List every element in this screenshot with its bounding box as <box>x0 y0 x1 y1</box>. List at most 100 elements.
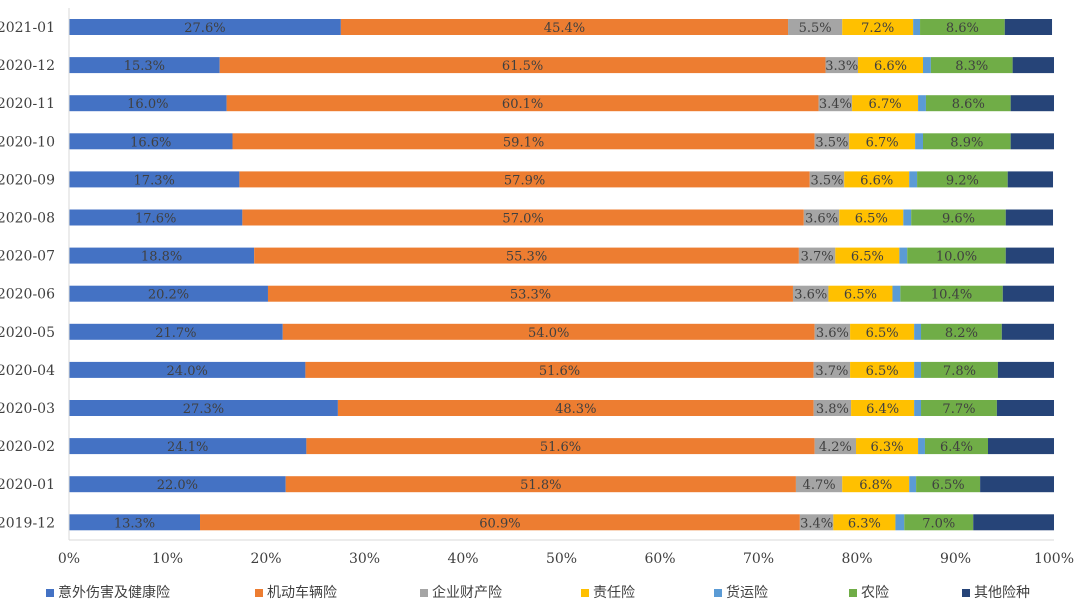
data-label: 16.6% <box>130 135 171 150</box>
data-label: 6.6% <box>860 173 893 188</box>
data-label: 3.8% <box>816 402 849 417</box>
x-tick-label: 0% <box>58 551 80 567</box>
y-tick-label: 2020-07 <box>0 249 55 265</box>
bar-segment <box>825 57 858 74</box>
bar-segment <box>219 57 826 74</box>
data-label: 7.8% <box>943 364 976 379</box>
data-label: 3.6% <box>794 288 827 303</box>
data-label: 6.5% <box>855 212 888 227</box>
data-label: 3.6% <box>816 326 849 341</box>
bar-segment <box>922 133 1011 150</box>
data-label: 7.2% <box>861 21 894 36</box>
bar-segment <box>915 133 923 150</box>
data-label: 6.7% <box>866 135 899 150</box>
data-label: 21.7% <box>155 326 196 341</box>
y-tick-label: 2020-04 <box>0 363 55 379</box>
y-tick-label: 2021-01 <box>0 20 55 36</box>
x-tick-label: 100% <box>1034 551 1074 567</box>
data-label: 54.0% <box>528 326 569 341</box>
x-tick-label: 40% <box>447 551 478 567</box>
bar-segment <box>69 247 255 264</box>
bar-segment <box>900 285 1003 302</box>
bar-segment <box>200 514 800 531</box>
x-tick-label: 30% <box>349 551 380 567</box>
bar-segment <box>267 285 793 302</box>
y-tick-label: 2020-05 <box>0 325 55 341</box>
bar-segment <box>818 95 853 112</box>
legend-swatch <box>255 589 263 597</box>
bar-segment <box>795 476 843 493</box>
bar-segment <box>856 438 919 455</box>
bar-segment <box>813 361 851 378</box>
bar-segment <box>813 400 852 416</box>
bar-segment <box>907 247 1006 264</box>
legend-swatch <box>420 589 428 597</box>
bar-segment <box>921 361 998 378</box>
legend-label: 农险 <box>861 585 889 601</box>
bar-segment <box>909 476 917 493</box>
bar-segment <box>924 438 989 455</box>
legend-swatch <box>962 589 970 597</box>
data-label: 27.3% <box>183 402 224 417</box>
data-label: 57.0% <box>502 212 543 227</box>
bar-segment <box>340 19 789 35</box>
bar-segment <box>916 476 981 493</box>
x-tick-label: 60% <box>644 551 675 567</box>
y-tick-label: 2020-03 <box>0 401 55 417</box>
bar-segment <box>903 209 912 226</box>
bar-segment <box>914 361 922 378</box>
x-axis: 0% 10% 20% 30% 40% 50% 60% 70% 80% 90% 100% <box>58 539 1074 567</box>
data-labels-layer: 27.6% 45.4% 5.5% 7.2% 8.6% 15.3% 61.5% 3.3% 6.6%… <box>114 21 988 531</box>
data-label: 16.0% <box>127 97 168 112</box>
data-label: 6.3% <box>848 516 881 531</box>
y-tick-label: 2020-12 <box>0 58 55 74</box>
legend-swatch <box>46 589 54 597</box>
legend-swatch <box>849 589 857 597</box>
bar-segment <box>917 171 1008 188</box>
data-label: 6.3% <box>871 440 904 455</box>
bar-segment <box>69 476 286 493</box>
bar-segment <box>930 57 1013 74</box>
bar-segment <box>306 438 815 455</box>
bar-segment <box>996 400 1054 416</box>
bar-segment <box>798 247 836 264</box>
legend-label: 货运险 <box>726 584 768 601</box>
data-label: 27.6% <box>184 21 225 36</box>
y-tick-label: 2020-08 <box>0 211 55 227</box>
data-label: 6.5% <box>851 250 884 265</box>
bar-segment <box>920 19 1005 35</box>
data-label: 55.3% <box>506 250 547 265</box>
bar-segment <box>69 209 243 226</box>
legend-swatch <box>581 589 589 597</box>
bar-segment <box>69 19 341 35</box>
x-tick-label: 20% <box>250 551 281 567</box>
data-label: 9.6% <box>942 212 975 227</box>
data-label: 3.6% <box>805 212 838 227</box>
bar-segment <box>850 323 915 340</box>
x-tick-label: 10% <box>152 551 183 567</box>
bar-segment <box>835 247 900 264</box>
bar-segment <box>1012 57 1054 74</box>
y-tick-label: 2019-12 <box>0 515 55 531</box>
legend-label: 意外伤害及健康险 <box>58 584 170 601</box>
data-label: 51.8% <box>520 478 561 493</box>
legend: 意外伤害及健康险 机动车辆险 企业财产险 责任险 货运险 农险 其他险种 <box>46 584 1030 601</box>
data-label: 6.5% <box>932 478 965 493</box>
data-label: 7.0% <box>922 516 955 531</box>
data-label: 60.9% <box>479 516 520 531</box>
legend-label: 机动车辆险 <box>267 584 337 601</box>
bar-segment <box>799 514 834 531</box>
bar-segment <box>814 133 850 150</box>
data-label: 48.3% <box>555 402 596 417</box>
data-label: 3.5% <box>810 173 843 188</box>
y-tick-label: 2020-09 <box>0 172 55 188</box>
data-label: 51.6% <box>540 440 581 455</box>
bar-segment <box>1005 247 1054 264</box>
legend-label: 责任险 <box>593 585 635 601</box>
bar-segment <box>1010 95 1054 112</box>
data-label: 6.4% <box>866 402 899 417</box>
bar-segment <box>1001 323 1054 340</box>
data-label: 17.3% <box>134 173 175 188</box>
y-tick-label: 2020-06 <box>0 287 55 303</box>
